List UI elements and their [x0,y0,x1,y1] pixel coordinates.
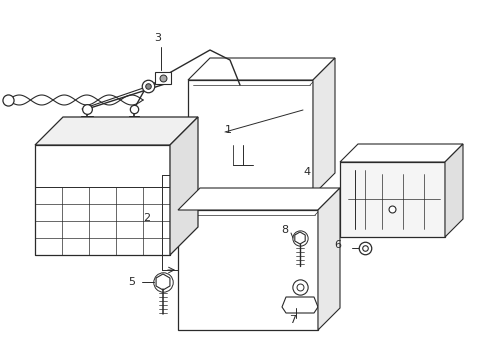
Polygon shape [156,274,170,290]
Polygon shape [187,80,312,195]
Polygon shape [35,117,198,145]
Polygon shape [312,58,334,195]
Text: 1: 1 [224,125,231,135]
Bar [81,116,93,124]
Bar [129,116,139,124]
Bar [155,72,171,84]
Polygon shape [444,144,462,237]
Text: 3: 3 [154,33,161,43]
Text: 8: 8 [281,225,288,235]
Polygon shape [317,188,339,330]
Text: 7: 7 [289,315,296,325]
Polygon shape [282,297,317,313]
Polygon shape [339,162,444,237]
Text: 4: 4 [303,167,310,177]
Text: 2: 2 [143,213,150,223]
Polygon shape [294,232,305,244]
Polygon shape [187,58,334,80]
Polygon shape [339,144,462,162]
Polygon shape [178,210,317,330]
Polygon shape [170,117,198,255]
Text: 6: 6 [334,240,341,250]
Bar [35,187,170,255]
Polygon shape [178,188,339,210]
Text: 5: 5 [128,277,135,287]
Polygon shape [35,145,170,255]
